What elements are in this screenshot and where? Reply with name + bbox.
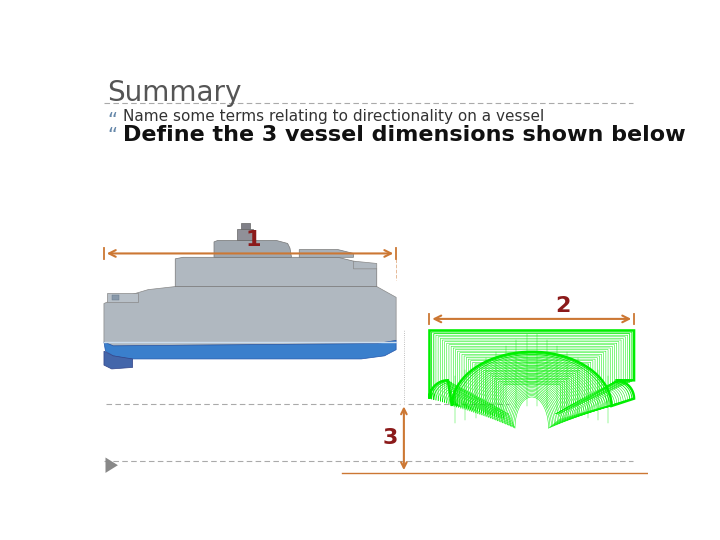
Bar [112, 295, 120, 300]
Text: Define the 3 vessel dimensions shown below: Define the 3 vessel dimensions shown bel… [122, 125, 685, 145]
Text: 2: 2 [555, 296, 570, 316]
Polygon shape [238, 229, 253, 240]
Polygon shape [175, 257, 377, 287]
Polygon shape [106, 457, 118, 473]
Text: 1: 1 [245, 231, 261, 251]
Polygon shape [104, 287, 396, 346]
Text: 3: 3 [382, 428, 397, 448]
Text: “: “ [107, 126, 117, 145]
Text: “: “ [107, 111, 117, 130]
Polygon shape [300, 249, 354, 257]
Polygon shape [214, 240, 292, 257]
Text: Summary: Summary [107, 79, 241, 107]
Polygon shape [354, 261, 377, 269]
Polygon shape [241, 222, 251, 229]
Bar [107, 293, 138, 302]
Polygon shape [104, 340, 396, 359]
Polygon shape [104, 351, 132, 369]
Text: Name some terms relating to directionality on a vessel: Name some terms relating to directionali… [122, 110, 544, 124]
